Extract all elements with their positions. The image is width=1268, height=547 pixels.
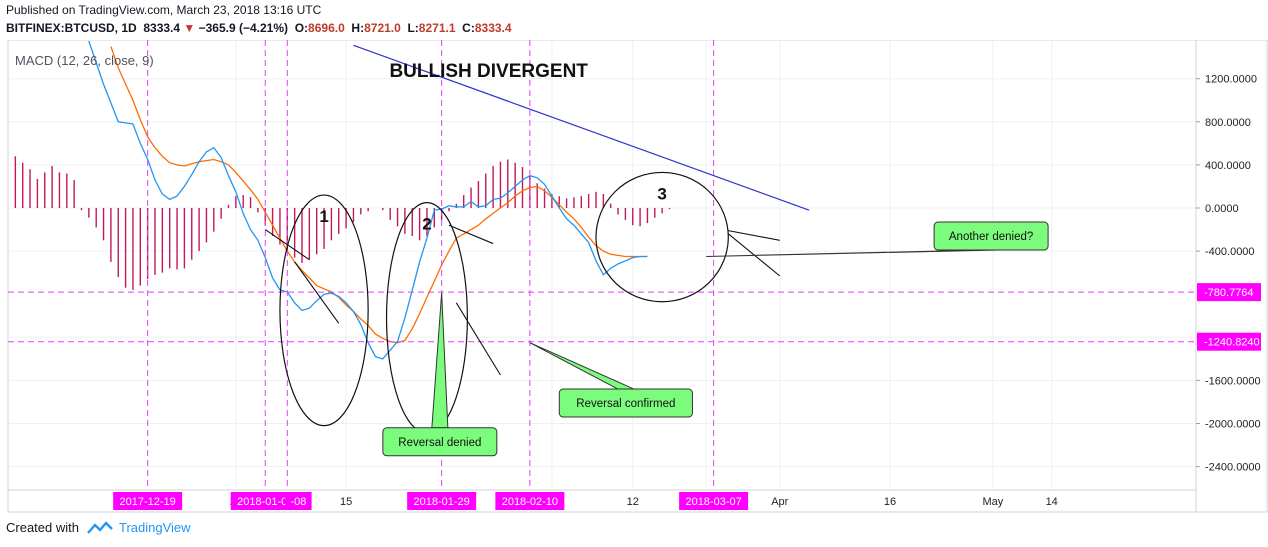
trendline bbox=[353, 44, 810, 211]
tradingview-brand[interactable]: TradingView bbox=[118, 520, 191, 535]
annotation-ellipse-label: 3 bbox=[657, 184, 666, 203]
y-tick-label: -2400.0000 bbox=[1205, 462, 1261, 474]
annotation-ellipse-label: 1 bbox=[319, 207, 328, 226]
y-tick-label: -2000.0000 bbox=[1205, 419, 1261, 431]
date-marker-label: 2018-03-07 bbox=[685, 496, 741, 508]
close-label: C: bbox=[462, 21, 475, 35]
signal-line bbox=[110, 46, 648, 344]
time-axis[interactable] bbox=[7, 489, 1197, 513]
annotation-segment bbox=[455, 302, 501, 376]
date-marker-label-bg bbox=[407, 492, 477, 510]
annotation-ellipse bbox=[279, 194, 369, 427]
created-with-label: Created with bbox=[6, 520, 79, 535]
y-tick-label: 0.0000 bbox=[1205, 203, 1239, 215]
published-line: Published on TradingView.com, March 23, … bbox=[6, 3, 322, 17]
annotation-ellipse-label: 2 bbox=[422, 215, 431, 234]
open-label: O: bbox=[294, 21, 309, 35]
callout-box[interactable] bbox=[558, 388, 693, 418]
y-tick-label: -400.0000 bbox=[1205, 246, 1255, 258]
date-marker-label: -08 bbox=[290, 496, 306, 508]
callout-box[interactable] bbox=[382, 427, 498, 457]
y-tick-label: -1600.0000 bbox=[1205, 375, 1261, 387]
high-label: H: bbox=[351, 21, 365, 35]
x-tick-label: 12 bbox=[627, 496, 639, 508]
price-axis[interactable] bbox=[1195, 40, 1268, 513]
close-value: 8333.4 bbox=[474, 21, 512, 35]
callout-box[interactable] bbox=[933, 221, 1049, 251]
y-tick-label: 1200.0000 bbox=[1205, 74, 1257, 86]
x-tick-label: Apr bbox=[771, 496, 788, 508]
date-marker-label-bg bbox=[679, 492, 749, 510]
down-arrow-icon: ▼ bbox=[183, 21, 196, 35]
annotation-segment bbox=[264, 229, 310, 261]
price-change: −365.9 (−4.21%) bbox=[198, 21, 289, 35]
date-marker-label: 2018-01-05 bbox=[237, 496, 293, 508]
y-tick-label: 800.0000 bbox=[1205, 117, 1251, 129]
macd-line bbox=[88, 40, 648, 360]
date-marker-label-bg bbox=[113, 492, 183, 510]
low-value: 8271.1 bbox=[418, 21, 456, 35]
indicator-legend: MACD (12, 26, close, 9) bbox=[15, 53, 154, 68]
low-label: L: bbox=[407, 21, 419, 35]
annotation-ellipse bbox=[595, 171, 729, 303]
macd-chart[interactable]: 1200.0000 800.0000 400.0000 0.0000 -400.0000… bbox=[0, 40, 1268, 515]
annotation-segment bbox=[448, 224, 494, 245]
callout-text: Another denied? bbox=[949, 231, 1033, 243]
annotation-segment bbox=[294, 261, 340, 324]
y-tick-label: 400.0000 bbox=[1205, 160, 1251, 172]
date-marker-label-bg bbox=[230, 492, 300, 510]
tradingview-logo-icon bbox=[87, 520, 113, 534]
x-tick-label: 16 bbox=[884, 496, 896, 508]
date-marker-label: 2018-01-29 bbox=[414, 496, 470, 508]
chart-title: BULLISH DIVERGENT bbox=[389, 61, 588, 82]
last-price: 8333.4 bbox=[143, 21, 181, 35]
date-marker-label-bg bbox=[285, 492, 312, 510]
x-tick-label: 14 bbox=[1046, 496, 1058, 508]
level-marker-label: -780.7764 bbox=[1204, 287, 1254, 299]
date-marker-label: 2018-02-10 bbox=[502, 496, 558, 508]
level-marker-label-bg bbox=[1197, 283, 1261, 302]
open-value: 8696.0 bbox=[308, 21, 345, 35]
date-marker-label: 2017-12-19 bbox=[120, 496, 176, 508]
high-value: 8721.0 bbox=[364, 21, 401, 35]
annotation-segment bbox=[728, 230, 780, 241]
symbol-line: BITFINEX:BTCUSD, 1D 8333.4 ▼ −365.9 (−4.… bbox=[6, 21, 512, 35]
callout-text: Reversal confirmed bbox=[576, 398, 675, 410]
callout-text: Reversal denied bbox=[398, 437, 481, 449]
level-marker-label: -1240.8240 bbox=[1204, 337, 1260, 349]
footer: Created with TradingView bbox=[6, 520, 191, 535]
symbol-name[interactable]: BITFINEX:BTCUSD, 1D bbox=[6, 21, 137, 35]
x-tick-label: 15 bbox=[340, 496, 352, 508]
date-marker-label-bg bbox=[495, 492, 565, 510]
level-marker-label-bg bbox=[1197, 332, 1261, 351]
x-tick-label: May bbox=[983, 496, 1004, 508]
